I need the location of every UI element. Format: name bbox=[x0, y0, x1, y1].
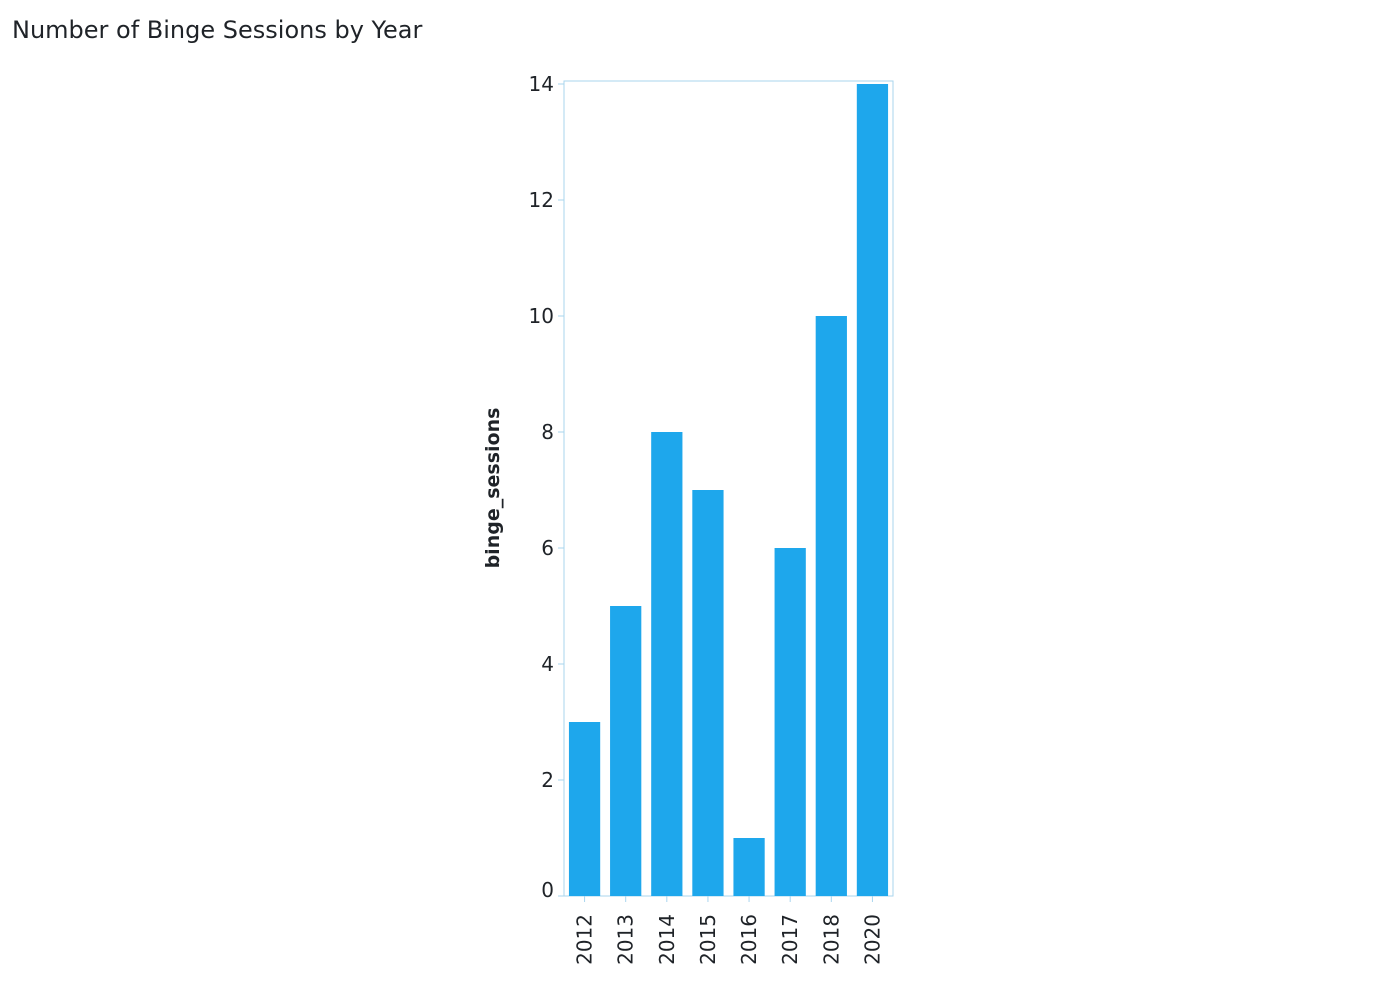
y-axis: 0 2 4 6 8 10 12 14 bbox=[529, 72, 564, 902]
x-tick-label: 2018 bbox=[819, 914, 843, 965]
y-tick-label: 6 bbox=[541, 536, 554, 560]
x-tick-label: 2016 bbox=[737, 914, 761, 965]
x-tick-label: 2020 bbox=[860, 914, 884, 965]
y-tick-label: 14 bbox=[529, 72, 554, 96]
plot-border bbox=[563, 80, 894, 897]
bar-2020 bbox=[856, 84, 889, 896]
bar-2017 bbox=[774, 548, 806, 896]
y-tick-label: 0 bbox=[541, 878, 554, 902]
y-tick-label: 4 bbox=[541, 652, 554, 676]
x-tick-label: 2017 bbox=[778, 914, 802, 965]
chart-title: Number of Binge Sessions by Year bbox=[12, 16, 423, 44]
plot-frame bbox=[563, 80, 894, 897]
bar-2013 bbox=[610, 606, 642, 896]
y-tick-label: 12 bbox=[529, 188, 554, 212]
y-tick-label: 8 bbox=[541, 420, 554, 444]
y-tick-label: 10 bbox=[529, 304, 554, 328]
x-axis: 2012 2013 2014 2015 2016 2017 2018 2020 bbox=[573, 896, 884, 965]
x-tick-label: 2013 bbox=[614, 914, 638, 965]
bar-2015 bbox=[692, 490, 724, 896]
y-tick-label: 2 bbox=[541, 768, 554, 792]
bar-2012 bbox=[568, 722, 601, 896]
y-axis-title: binge_sessions bbox=[482, 408, 504, 569]
bar-2016 bbox=[733, 838, 765, 896]
bar-series bbox=[568, 84, 889, 896]
bar-2014 bbox=[651, 432, 683, 896]
x-tick-label: 2012 bbox=[573, 914, 597, 965]
x-tick-label: 2015 bbox=[696, 914, 720, 965]
bar-2018 bbox=[815, 316, 847, 896]
x-tick-label: 2014 bbox=[655, 914, 679, 965]
